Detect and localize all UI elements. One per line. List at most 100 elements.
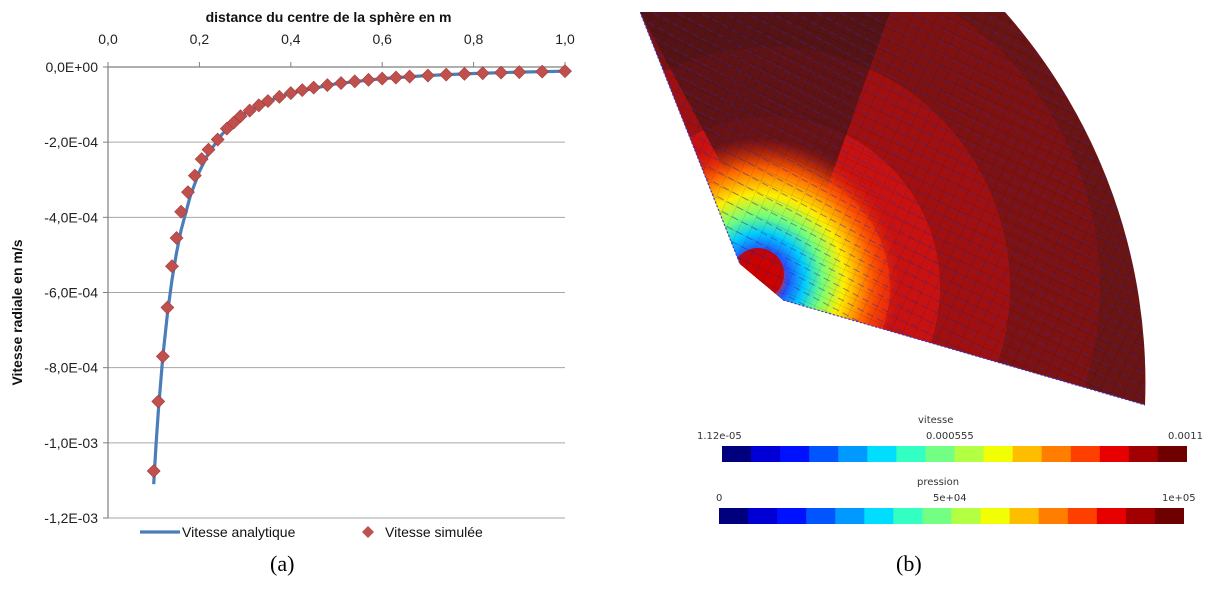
y-tick-label: -4,0E-04 <box>44 209 98 225</box>
marker-point <box>242 103 257 118</box>
marker-point <box>194 152 209 167</box>
y-tick-label: -1,2E-03 <box>44 510 98 526</box>
colorbar-pression-max: 1e+05 <box>1162 493 1196 504</box>
marker-point <box>174 204 189 219</box>
legend-swatch-diamond <box>362 526 374 538</box>
marker-point <box>420 68 435 83</box>
marker-point <box>272 89 287 104</box>
marker-point <box>160 300 175 315</box>
colorbar-segment <box>983 446 1014 462</box>
velocity-field-render <box>639 11 1146 406</box>
marker-point <box>402 69 417 84</box>
marker-point <box>187 168 202 183</box>
colorbar-segment <box>896 446 926 462</box>
colorbar-segment <box>719 508 749 524</box>
marker-point <box>475 66 490 81</box>
marker-point <box>439 67 454 82</box>
x-tick-label: 0,8 <box>464 31 484 47</box>
gridlines <box>103 62 566 519</box>
colorbar-segment <box>1125 508 1156 524</box>
colorbar-segment <box>806 508 836 524</box>
marker-point <box>233 109 248 124</box>
marker-point <box>261 94 275 108</box>
marker-point <box>201 142 216 157</box>
colorbar-vitesse-max: 0.0011 <box>1168 431 1203 442</box>
colorbar-segment <box>780 446 810 462</box>
colorbar-vitesse-mid: 0.000555 <box>926 431 974 442</box>
marker-point <box>155 349 170 364</box>
colorbar-pression-min: 0 <box>716 493 723 504</box>
caption-b: (b) <box>896 551 922 576</box>
colorbar-pression-title: pression <box>917 477 960 488</box>
colorbar-segment <box>893 508 923 524</box>
colorbar-segment <box>751 446 781 462</box>
marker-point <box>375 71 390 86</box>
marker-point <box>388 70 403 85</box>
colorbar-segment <box>954 446 985 462</box>
marker-point <box>347 74 362 89</box>
colorbar-segment <box>980 508 1011 524</box>
marker-point <box>151 394 166 409</box>
marker-point <box>295 83 310 98</box>
x-tick-label: 1,0 <box>555 31 575 47</box>
marker-point <box>306 80 321 95</box>
marker-point <box>361 72 376 87</box>
x-tick-label: 0,4 <box>281 31 301 47</box>
colorbar-segment <box>809 446 839 462</box>
colorbar-vitesse <box>722 446 1187 462</box>
colorbar-segment <box>1038 508 1069 524</box>
colorbar-segment <box>1041 446 1072 462</box>
legend-label-simulee: Vitesse simulée <box>385 524 483 540</box>
colorbar-segment <box>951 508 982 524</box>
colorbar-segment <box>722 446 752 462</box>
marker-point <box>494 65 508 80</box>
colorbar-segment <box>748 508 778 524</box>
colorbar-segment <box>1012 446 1043 462</box>
legend: Vitesse analytique Vitesse simulée <box>140 524 483 540</box>
wedge-domain <box>640 12 1146 405</box>
x-axis-title: distance du centre de la sphère en m <box>206 9 452 25</box>
marker-point <box>558 64 572 79</box>
y-tick-label: 0,0E+00 <box>45 59 98 75</box>
marker-point <box>165 259 179 274</box>
colorbar-pression-mid: 5e+04 <box>933 493 967 504</box>
colorbar-segment <box>864 508 894 524</box>
marker-point <box>283 86 298 101</box>
colorbar-segment <box>867 446 897 462</box>
series-line-vitesse-analytique <box>152 69 566 485</box>
colorbar-segment <box>1157 446 1187 462</box>
marker-point <box>320 78 335 93</box>
marker-point <box>169 231 184 245</box>
colorbar-segment <box>1154 508 1184 524</box>
marker-point <box>251 98 266 113</box>
marker-point <box>146 464 161 478</box>
colorbar-segment <box>922 508 952 524</box>
colorbar-segment <box>777 508 807 524</box>
x-tick-labels: 0,0 0,2 0,4 0,6 0,8 1,0 <box>98 31 575 47</box>
caption-a: (a) <box>270 551 295 576</box>
marker-point <box>512 65 527 80</box>
colorbar-segment <box>835 508 865 524</box>
colorbar-segment <box>1067 508 1098 524</box>
x-tick-label: 0,6 <box>372 31 392 47</box>
marker-point <box>334 76 348 90</box>
colorbar-pression <box>719 508 1184 524</box>
marker-point <box>457 66 472 81</box>
y-tick-label: -1,0E-03 <box>44 435 98 451</box>
colorbar-segment <box>1128 446 1159 462</box>
colorbar-segment <box>1099 446 1130 462</box>
y-tick-label: -2,0E-04 <box>44 134 98 150</box>
y-tick-label: -8,0E-04 <box>44 360 98 376</box>
colorbar-segment <box>1009 508 1040 524</box>
series-markers-vitesse-simulee <box>146 64 572 478</box>
simulation-field-panel: vitesse 1.12e-05 0.000555 0.0011 pressio… <box>639 11 1203 524</box>
colorbar-segment <box>838 446 868 462</box>
marker-point <box>210 132 225 147</box>
legend-label-analytique: Vitesse analytique <box>182 524 296 540</box>
colorbar-vitesse-title: vitesse <box>918 415 954 426</box>
radial-velocity-chart: 0,0 0,2 0,4 0,6 0,8 1,0 0,0E+00 -2,0E-04 -4,0E-… <box>9 9 575 540</box>
marker-point <box>181 185 195 200</box>
x-tick-label: 0,0 <box>98 31 118 47</box>
colorbar-segment <box>925 446 955 462</box>
colorbar-vitesse-min: 1.12e-05 <box>697 431 742 442</box>
